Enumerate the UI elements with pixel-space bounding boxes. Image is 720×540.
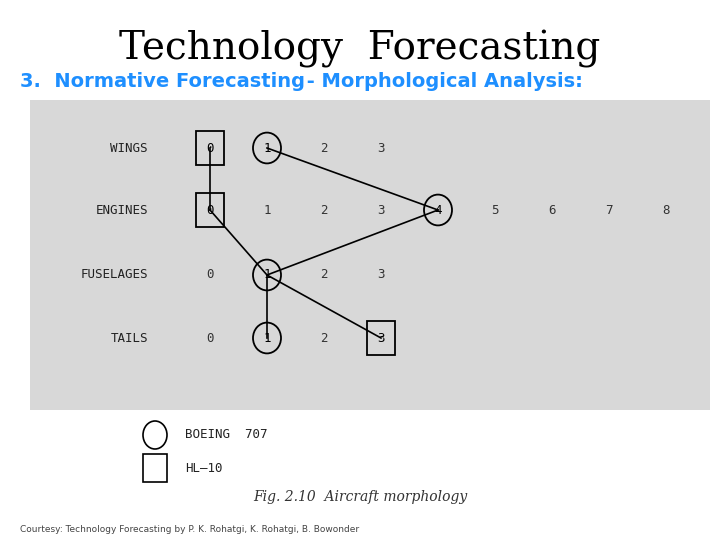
Text: Fig. 2.10  Aircraft morphology: Fig. 2.10 Aircraft morphology bbox=[253, 490, 467, 504]
FancyBboxPatch shape bbox=[30, 100, 710, 410]
Text: WINGS: WINGS bbox=[110, 141, 148, 154]
Text: 3: 3 bbox=[377, 332, 384, 345]
Text: 0: 0 bbox=[206, 204, 214, 217]
Text: 0: 0 bbox=[206, 268, 214, 281]
Text: 2: 2 bbox=[320, 204, 328, 217]
Text: 4: 4 bbox=[434, 204, 442, 217]
Text: 0: 0 bbox=[206, 332, 214, 345]
Text: 3: 3 bbox=[377, 141, 384, 154]
Text: 2: 2 bbox=[320, 141, 328, 154]
Text: TAILS: TAILS bbox=[110, 332, 148, 345]
Text: 3.  Normative Forecasting: 3. Normative Forecasting bbox=[20, 72, 305, 91]
Text: 1: 1 bbox=[264, 141, 271, 154]
Text: FUSELAGES: FUSELAGES bbox=[81, 268, 148, 281]
Text: 0: 0 bbox=[206, 141, 214, 154]
Text: 2: 2 bbox=[320, 268, 328, 281]
Text: 1: 1 bbox=[264, 332, 271, 345]
Text: 7: 7 bbox=[606, 204, 613, 217]
Text: 3: 3 bbox=[377, 204, 384, 217]
Text: 1: 1 bbox=[264, 268, 271, 281]
Text: BOEING  707: BOEING 707 bbox=[185, 429, 268, 442]
Text: 5: 5 bbox=[491, 204, 499, 217]
Text: Courtesy: Technology Forecasting by P. K. Rohatgi, K. Rohatgi, B. Bowonder: Courtesy: Technology Forecasting by P. K… bbox=[20, 525, 359, 535]
Text: - Morphological Analysis:: - Morphological Analysis: bbox=[300, 72, 583, 91]
Text: 8: 8 bbox=[662, 204, 670, 217]
Text: HL—10: HL—10 bbox=[185, 462, 222, 475]
Text: 3: 3 bbox=[377, 268, 384, 281]
Text: Technology  Forecasting: Technology Forecasting bbox=[120, 30, 600, 68]
Text: 2: 2 bbox=[320, 332, 328, 345]
Text: 6: 6 bbox=[548, 204, 556, 217]
Text: 1: 1 bbox=[264, 204, 271, 217]
Text: ENGINES: ENGINES bbox=[96, 204, 148, 217]
